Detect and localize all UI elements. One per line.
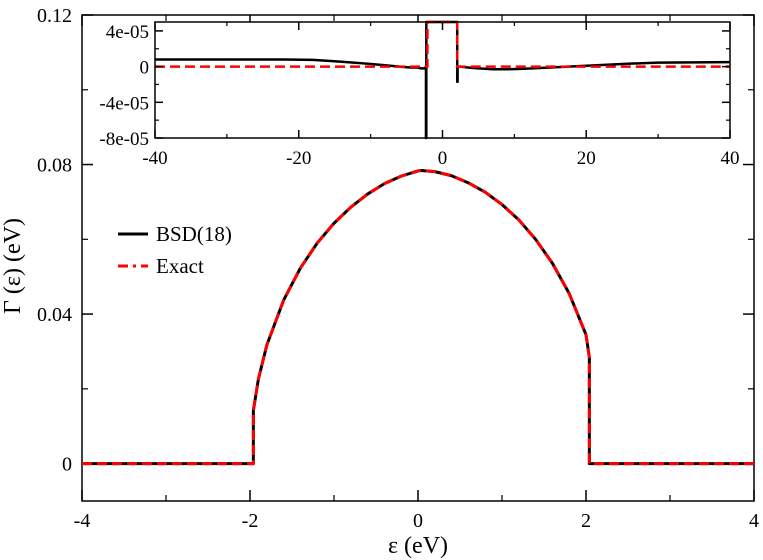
main-x-tick-label: 0 bbox=[413, 510, 423, 532]
legend: BSD(18) Exact bbox=[118, 222, 232, 278]
legend-label-bsd18: BSD(18) bbox=[156, 222, 232, 246]
main-series-line-bsd-18- bbox=[82, 169, 754, 466]
main-y-tick-label: 0.04 bbox=[37, 304, 72, 326]
main-x-tick-label: -2 bbox=[242, 510, 259, 532]
main-y-tick-label: 0.12 bbox=[37, 5, 72, 27]
inset-y-tick-label: 0 bbox=[140, 58, 150, 79]
inset-x-tick-label: -20 bbox=[286, 148, 311, 169]
inset-axis-ticks: -40 -20 0 20 40 -8e-05 -4e-05 0 4e-05 bbox=[99, 22, 739, 169]
main-axis-ticks: -4 -2 0 2 400.040.080.12 bbox=[37, 5, 759, 532]
inset-y-tick-label: -8e-05 bbox=[99, 129, 149, 150]
main-x-tick-label: 2 bbox=[581, 510, 591, 532]
main-series-line-exact bbox=[82, 169, 754, 466]
main-x-tick-label: -4 bbox=[74, 510, 91, 532]
inset-background bbox=[155, 22, 730, 138]
inset-y-tick-label: 4e-05 bbox=[106, 22, 149, 43]
y-axis-title: Γ (ε) (eV) bbox=[0, 218, 26, 314]
main-y-tick-label: 0.08 bbox=[37, 155, 72, 177]
inset-x-tick-label: 20 bbox=[577, 148, 596, 169]
inset-x-tick-label: -40 bbox=[142, 148, 167, 169]
main-plot-series bbox=[82, 169, 754, 466]
main-y-tick-label: 0 bbox=[62, 454, 72, 476]
inset-y-tick-label: -4e-05 bbox=[99, 93, 149, 114]
main-x-tick-label: 4 bbox=[749, 510, 759, 532]
x-axis-title: ε (eV) bbox=[388, 533, 448, 559]
inset-x-tick-label: 0 bbox=[438, 148, 448, 169]
inset-chart: -40 -20 0 20 40 -8e-05 -4e-05 0 4e-05 bbox=[99, 20, 740, 169]
inset-x-tick-label: 40 bbox=[721, 148, 740, 169]
legend-label-exact: Exact bbox=[156, 254, 204, 278]
